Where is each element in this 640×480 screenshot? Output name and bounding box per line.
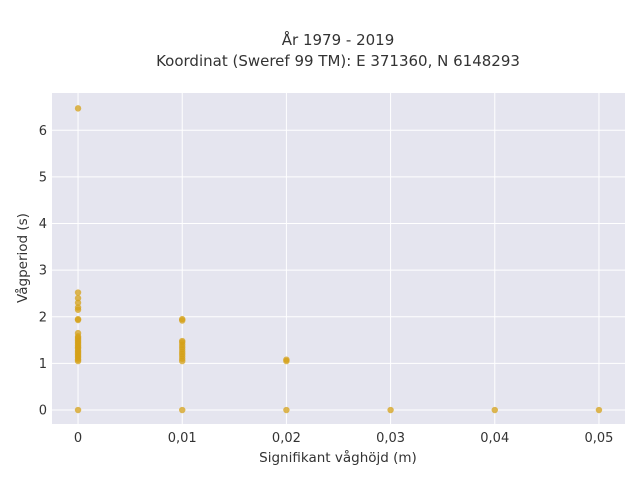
x-axis-label: Signifikant våghöjd (m) — [259, 449, 417, 466]
data-point-0-44 — [491, 406, 498, 414]
plot-area — [52, 93, 625, 424]
y-gridlines — [52, 129, 625, 411]
y-axis-label: Vågperiod (s) — [14, 213, 31, 303]
y-tick-label-5: 5 — [39, 170, 47, 185]
chart-title-line-1: År 1979 - 2019 — [282, 30, 395, 49]
data-point-0-41 — [283, 357, 290, 365]
data-point-0-26 — [74, 406, 82, 414]
y-tick-label-1: 1 — [39, 357, 47, 372]
data-point-0-0 — [74, 105, 82, 112]
data-point-0-5 — [74, 306, 82, 313]
x-axis-ticks: 0 0,01 0,02 0,03 0,04 0,05 — [74, 431, 614, 446]
data-point-0-1 — [74, 289, 82, 296]
x-tick-label-4: 0,04 — [480, 431, 509, 446]
y-axis-ticks: 0 1 2 3 4 5 6 — [39, 124, 47, 419]
data-point-0-45 — [595, 406, 603, 414]
data-point-0-25 — [74, 357, 82, 365]
data-point-0-38 — [179, 357, 186, 365]
data-point-0-3 — [74, 299, 82, 306]
y-tick-label-3: 3 — [39, 264, 47, 279]
data-point-0-42 — [283, 406, 290, 414]
data-points — [74, 105, 603, 414]
x-tick-label-2: 0,02 — [272, 431, 301, 446]
x-tick-label-1: 0,01 — [168, 431, 197, 446]
data-point-0-39 — [179, 406, 186, 414]
data-point-0-43 — [387, 406, 394, 414]
x-tick-label-5: 0,05 — [584, 431, 613, 446]
y-tick-label-2: 2 — [39, 310, 47, 325]
x-tick-label-0: 0 — [74, 431, 82, 446]
y-tick-label-0: 0 — [39, 404, 47, 419]
y-tick-label-6: 6 — [39, 124, 47, 139]
chart-title-line-2: Koordinat (Sweref 99 TM): E 371360, N 61… — [156, 52, 520, 70]
data-point-0-28 — [179, 317, 186, 324]
y-tick-label-4: 4 — [39, 217, 47, 232]
x-tick-label-3: 0,03 — [376, 431, 405, 446]
data-point-0-7 — [74, 316, 82, 324]
x-gridlines — [77, 93, 600, 424]
data-point-0-2 — [74, 294, 82, 302]
